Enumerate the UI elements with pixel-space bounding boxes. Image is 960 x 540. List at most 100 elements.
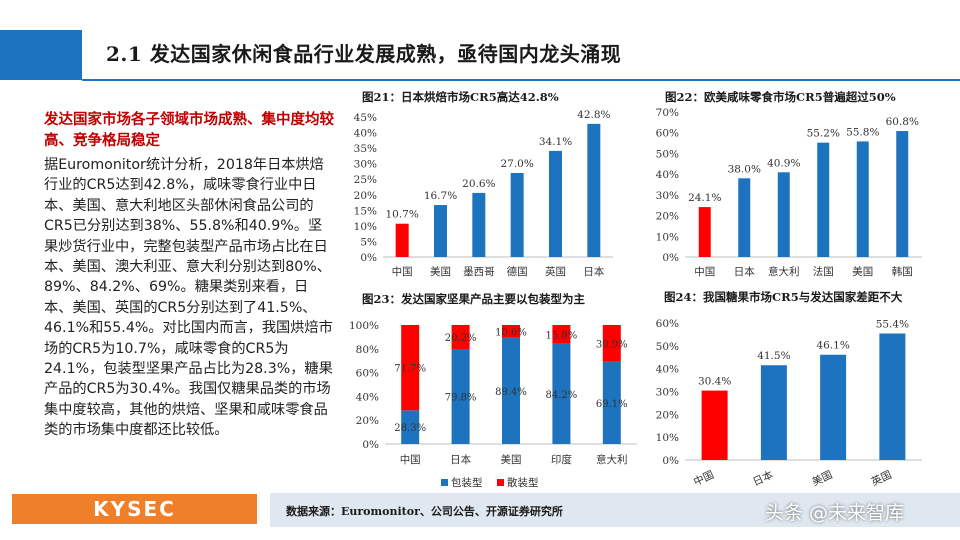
bar-packaged <box>451 349 470 444</box>
x-tick-label: 日本 <box>450 453 471 466</box>
bar-packaged <box>502 337 520 444</box>
chart-22-title: 图22：欧美咸味零食市场CR5普遍超过50% <box>665 90 896 104</box>
x-tick-label: 墨西哥 <box>463 266 495 278</box>
bar <box>820 354 847 460</box>
title-underline <box>82 79 960 81</box>
legend-swatch <box>441 479 448 486</box>
title-accent-block <box>0 30 82 80</box>
y-tick-label: 0% <box>360 252 377 264</box>
y-tick-label: 40% <box>656 169 679 181</box>
y-tick-label: 70% <box>656 107 679 119</box>
body-paragraph: 据Euromonitor统计分析，2018年日本烘焙行业的CR5达到42.8%，… <box>44 157 333 439</box>
y-tick-label: 10% <box>656 432 679 444</box>
y-tick-label: 20% <box>656 409 679 421</box>
data-label: 15.8% <box>546 330 578 341</box>
y-tick-label: 20% <box>656 211 679 223</box>
data-label: 60.8% <box>886 116 919 128</box>
y-tick-label: 20% <box>354 190 377 202</box>
x-tick-label: 英国 <box>869 468 894 489</box>
chart-23-nut-packaging-share: 0% 20% 40% 60% 80% 100% 28.3% 71.7% 中国 79.8% 20.2%… <box>349 320 637 489</box>
y-tick-label: 30% <box>656 387 679 399</box>
y-tick-label: 60% <box>656 128 679 140</box>
bar <box>817 142 830 257</box>
bar <box>434 205 447 257</box>
x-tick-label: 日本 <box>734 265 755 278</box>
y-tick-label: 40% <box>656 364 679 376</box>
bar-packaged <box>401 410 420 444</box>
data-label: 20.2% <box>445 333 477 344</box>
chart-21-title: 图21：日本烘焙市场CR5高达42.8% <box>362 90 559 104</box>
y-tick-label: 60% <box>656 318 679 330</box>
bar <box>777 172 790 257</box>
bar-bulk <box>502 325 520 338</box>
y-tick-label: 40% <box>356 391 379 403</box>
bar <box>549 150 562 257</box>
bar <box>856 141 869 257</box>
data-label: 40.9% <box>767 157 800 169</box>
x-tick-label: 中国 <box>694 265 715 278</box>
kysec-logo-text: KYSEC <box>93 497 176 521</box>
y-tick-label: 100% <box>349 320 379 332</box>
y-tick-label: 60% <box>356 368 379 380</box>
x-tick-label: 美国 <box>430 265 451 278</box>
bar-bulk <box>451 325 470 350</box>
x-tick-label: 中国 <box>691 468 716 489</box>
legend-label: 包装型 <box>451 476 483 489</box>
bar <box>879 333 906 460</box>
bar <box>760 365 787 460</box>
bar <box>395 223 409 257</box>
y-tick-label: 35% <box>354 143 377 155</box>
y-tick-label: 5% <box>360 236 377 248</box>
y-tick-label: 50% <box>656 341 679 353</box>
y-tick-label: 25% <box>354 174 377 186</box>
y-tick-label: 80% <box>356 344 379 356</box>
x-tick-label: 日本 <box>583 265 604 278</box>
y-tick-label: 0% <box>362 439 379 451</box>
y-tick-label: 10% <box>656 231 679 243</box>
data-label: 10.6% <box>495 327 527 338</box>
y-tick-label: 20% <box>356 415 379 427</box>
data-label: 38.0% <box>728 163 761 175</box>
x-tick-label: 美国 <box>810 468 835 489</box>
bar <box>701 390 728 460</box>
bar <box>472 192 486 257</box>
x-tick-label: 意大利 <box>596 453 628 466</box>
y-tick-label: 30% <box>656 190 679 202</box>
data-label: 55.8% <box>846 126 879 138</box>
y-tick-label: 10% <box>354 221 377 233</box>
data-label: 55.2% <box>807 128 840 140</box>
x-tick-label: 英国 <box>545 265 566 278</box>
y-tick-label: 15% <box>354 205 377 217</box>
y-tick-label: 0% <box>662 252 679 264</box>
data-source-note: 数据来源：Euromonitor、公司公告、开源证券研究所 <box>286 505 563 518</box>
page-title: 2.1 发达国家休闲食品行业发展成熟，亟待国内龙头涌现 <box>106 42 622 66</box>
data-label: 42.8% <box>577 109 610 121</box>
y-tick-label: 30% <box>354 159 377 171</box>
y-tick-label: 50% <box>656 148 679 160</box>
chart-22-savory-snack-cr5: 0% 10% 20% 30% 40% 50% 60% 70% 24.1% 中国 38.0% 日本 40.… <box>656 107 922 278</box>
x-tick-label: 意大利 <box>768 265 800 278</box>
x-tick-label: 韩国 <box>892 265 913 278</box>
bar-packaged <box>552 343 571 444</box>
watermark: 头条 @未来智库 <box>765 502 905 524</box>
data-label: 41.5% <box>757 350 790 362</box>
data-label: 84.2% <box>546 390 578 401</box>
data-label: 16.7% <box>424 190 457 202</box>
x-tick-label: 美国 <box>852 265 873 278</box>
x-tick-label: 中国 <box>400 453 421 466</box>
x-tick-label: 印度 <box>551 453 572 466</box>
bar-packaged <box>602 361 621 444</box>
x-tick-label: 中国 <box>392 265 413 278</box>
data-label: 28.3% <box>394 423 426 434</box>
data-label: 79.8% <box>445 393 477 404</box>
bar <box>510 173 524 257</box>
chart-24-candy-cr5: 0% 10% 20% 30% 40% 50% 60% 30.4% 中国 41.5% 日本 46.1% 美… <box>656 318 922 489</box>
data-label: 69.1% <box>596 399 628 410</box>
data-label: 20.6% <box>462 178 495 190</box>
x-tick-label: 德国 <box>507 265 528 278</box>
data-label: 71.7% <box>394 364 426 375</box>
bar <box>587 123 601 257</box>
bar-bulk <box>602 325 621 362</box>
y-tick-label: 45% <box>354 112 377 124</box>
chart-24-title: 图24：我国糖果市场CR5与发达国家差距不大 <box>664 290 903 304</box>
